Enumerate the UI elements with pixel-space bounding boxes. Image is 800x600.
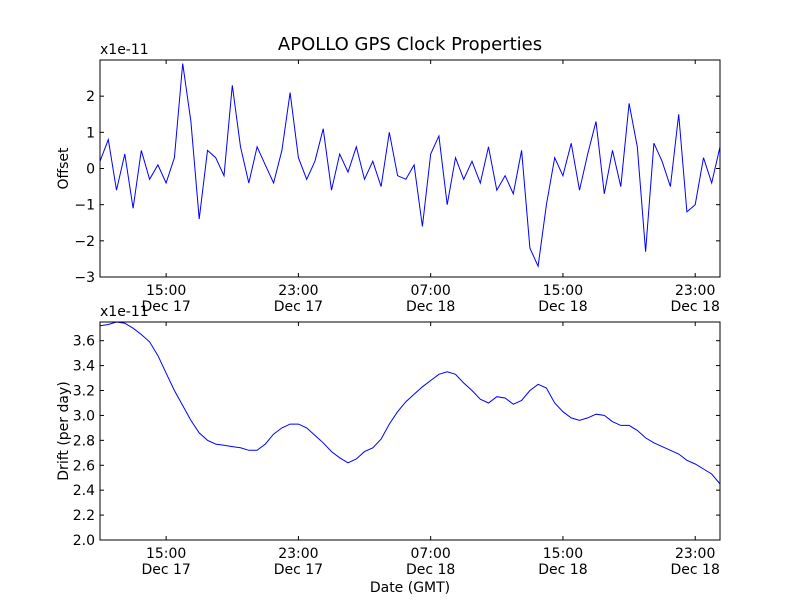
y-tick-label: 2 — [86, 89, 95, 105]
x-tick-label-time: 23:00 — [278, 546, 318, 562]
y-tick-label: 2.8 — [73, 433, 95, 449]
y-tick-label: 3.2 — [73, 384, 95, 400]
x-tick-label-date: Dec 18 — [406, 562, 455, 578]
y-tick-label: 3.0 — [73, 408, 95, 424]
x-tick-label-time: 23:00 — [278, 283, 318, 299]
y-tick-label: 2.0 — [73, 533, 95, 549]
x-tick-label-time: 15:00 — [146, 283, 186, 299]
y-tick-label: 2.6 — [73, 458, 95, 474]
x-tick-label-date: Dec 18 — [406, 299, 455, 315]
y-tick-label: −2 — [74, 234, 95, 250]
x-tick-label-date: Dec 18 — [538, 299, 587, 315]
x-tick-label-date: Dec 17 — [141, 562, 190, 578]
drift-x-axis-label: Date (GMT) — [370, 580, 450, 596]
drift-axes-frame — [99, 321, 721, 541]
x-tick-label-date: Dec 17 — [274, 299, 323, 315]
drift-y-multiplier: x1e-11 — [100, 304, 149, 320]
y-tick-label: 3.6 — [73, 334, 95, 350]
x-tick-label-time: 07:00 — [410, 546, 450, 562]
x-tick-label-time: 15:00 — [543, 283, 583, 299]
drift-series-line — [100, 322, 720, 485]
y-tick-label: 0 — [86, 162, 95, 178]
offset-axes-frame — [99, 59, 721, 278]
y-tick-label: 2.4 — [73, 483, 95, 499]
x-tick-label-time: 15:00 — [543, 546, 583, 562]
x-tick-label-time: 23:00 — [675, 546, 715, 562]
x-tick-label-date: Dec 18 — [671, 299, 720, 315]
x-tick-label-date: Dec 17 — [141, 299, 190, 315]
y-tick-label: 2.2 — [73, 508, 95, 524]
x-tick-label-date: Dec 18 — [538, 562, 587, 578]
offset-series-line — [100, 63, 720, 268]
y-tick-label: 3.4 — [73, 359, 95, 375]
y-tick-label: 1 — [86, 125, 95, 141]
x-tick-label-date: Dec 17 — [274, 562, 323, 578]
y-tick-label: −1 — [74, 198, 95, 214]
x-tick-label-date: Dec 18 — [671, 562, 720, 578]
drift-y-axis-label: Drift (per day) — [56, 381, 72, 480]
x-tick-label-time: 07:00 — [410, 283, 450, 299]
offset-y-multiplier: x1e-11 — [100, 42, 149, 58]
y-tick-label: −3 — [74, 270, 95, 286]
offset-y-axis-label: Offset — [56, 147, 72, 190]
figure-title: APOLLO GPS Clock Properties — [278, 34, 542, 55]
x-tick-label-time: 23:00 — [675, 283, 715, 299]
x-tick-label-time: 15:00 — [146, 546, 186, 562]
